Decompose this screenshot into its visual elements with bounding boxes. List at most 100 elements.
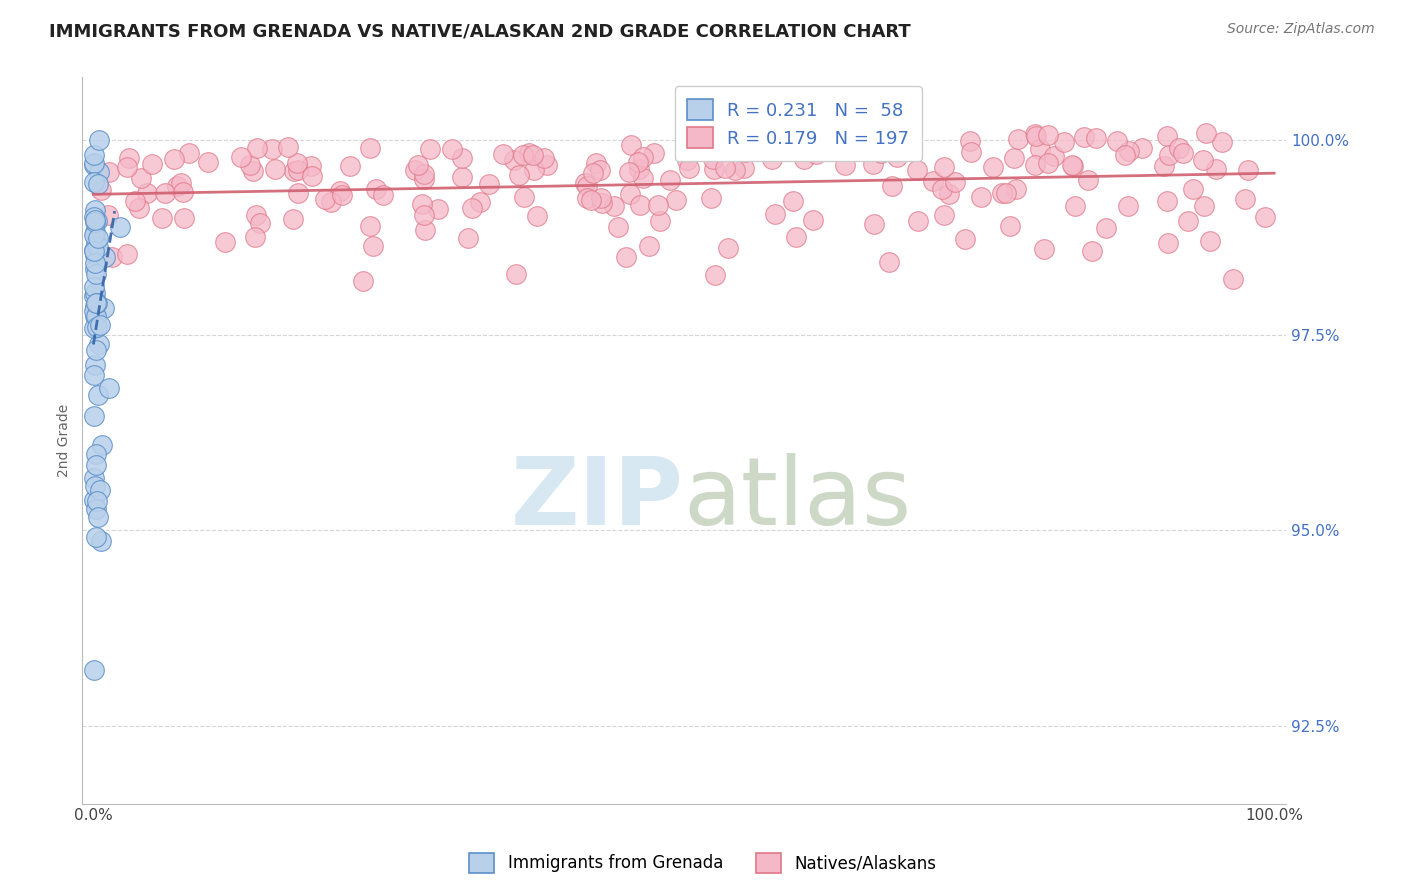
Point (264, 162, 287, 177)
Point (875, 143, 897, 157)
Point (412, 172, 434, 186)
Point (994, 186, 1017, 201)
Point (86, 240, 108, 254)
Point (129, 170, 152, 185)
Point (246, 141, 269, 155)
Point (1002, 151, 1025, 165)
Point (451, 151, 474, 165)
Point (1194, 199, 1216, 213)
Point (862, 156, 884, 170)
Point (94, 250, 117, 264)
Point (665, 193, 688, 207)
Point (575, 179, 598, 194)
Point (782, 194, 804, 209)
Point (214, 235, 236, 249)
Point (90, 183, 112, 197)
Point (239, 158, 262, 172)
Point (461, 202, 484, 216)
Point (287, 186, 309, 201)
Point (1053, 135, 1076, 149)
Point (1095, 220, 1118, 235)
Point (83, 175, 105, 189)
Point (503, 153, 526, 167)
Point (87, 388, 110, 402)
Point (177, 145, 200, 160)
Point (943, 175, 966, 189)
Point (582, 166, 605, 180)
Point (869, 145, 891, 160)
Point (633, 150, 655, 164)
Point (512, 148, 534, 162)
Point (1114, 148, 1136, 162)
Point (607, 220, 630, 235)
Point (1222, 271, 1244, 285)
Point (242, 163, 264, 178)
Point (650, 214, 672, 228)
Point (83, 228, 105, 243)
Point (717, 241, 740, 255)
Point (862, 217, 884, 231)
Point (83, 368, 105, 383)
Point (1118, 144, 1140, 158)
Point (93, 301, 115, 315)
Point (117, 151, 139, 165)
Point (1029, 142, 1052, 156)
Text: ZIP: ZIP (510, 452, 683, 545)
Point (793, 144, 815, 158)
Point (89, 483, 111, 497)
Point (413, 208, 436, 222)
Point (83, 158, 105, 172)
Point (724, 162, 747, 177)
Point (83, 493, 105, 508)
Point (575, 191, 598, 205)
Point (1077, 173, 1099, 187)
Point (998, 219, 1021, 234)
Point (83, 289, 105, 303)
Point (938, 186, 960, 201)
Point (84, 248, 107, 262)
Point (1191, 153, 1213, 168)
Point (536, 158, 558, 172)
Point (97, 165, 120, 179)
Point (361, 239, 384, 253)
Point (84, 235, 107, 249)
Point (614, 250, 637, 264)
Point (83, 280, 105, 294)
Point (959, 134, 981, 148)
Y-axis label: 2nd Grade: 2nd Grade (58, 404, 72, 477)
Point (934, 160, 956, 174)
Point (574, 176, 596, 190)
Point (834, 158, 856, 172)
Point (83, 479, 105, 493)
Point (141, 157, 163, 171)
Point (84, 296, 107, 310)
Point (404, 162, 426, 177)
Point (1043, 149, 1066, 163)
Point (1157, 235, 1180, 250)
Point (508, 169, 530, 183)
Point (84, 285, 107, 300)
Point (83, 225, 105, 239)
Point (373, 187, 395, 202)
Point (283, 164, 305, 178)
Point (1195, 126, 1218, 140)
Point (643, 146, 665, 161)
Point (955, 232, 977, 246)
Point (704, 135, 727, 149)
Point (83, 148, 105, 162)
Point (620, 138, 643, 153)
Point (285, 155, 308, 169)
Point (89, 133, 111, 147)
Point (413, 167, 436, 181)
Point (1062, 159, 1084, 173)
Point (1038, 155, 1060, 169)
Point (249, 216, 271, 230)
Point (1173, 145, 1195, 160)
Legend: R = 0.231   N =  58, R = 0.179   N = 197: R = 0.231 N = 58, R = 0.179 N = 197 (675, 87, 922, 161)
Point (153, 186, 176, 200)
Point (457, 231, 479, 245)
Text: atlas: atlas (683, 452, 912, 545)
Point (721, 136, 744, 150)
Point (1116, 199, 1139, 213)
Point (364, 181, 387, 195)
